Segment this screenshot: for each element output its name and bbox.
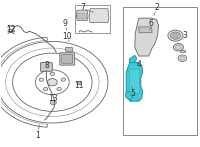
Text: 6: 6 — [148, 20, 153, 29]
FancyBboxPatch shape — [40, 63, 52, 71]
FancyBboxPatch shape — [60, 53, 75, 65]
Circle shape — [77, 81, 82, 85]
Polygon shape — [139, 27, 152, 33]
Circle shape — [171, 32, 180, 39]
Text: 5: 5 — [130, 89, 135, 98]
Polygon shape — [135, 18, 159, 56]
Circle shape — [173, 34, 178, 38]
Bar — [123, 6, 197, 135]
Text: 13: 13 — [49, 95, 58, 103]
Text: 3: 3 — [182, 31, 187, 40]
Polygon shape — [78, 13, 87, 19]
Circle shape — [61, 78, 65, 81]
Bar — [75, 5, 110, 34]
FancyBboxPatch shape — [66, 47, 72, 51]
Text: 1: 1 — [35, 131, 40, 140]
Circle shape — [180, 56, 185, 60]
Circle shape — [50, 72, 55, 75]
Polygon shape — [129, 69, 140, 94]
FancyBboxPatch shape — [62, 55, 73, 63]
Text: 9: 9 — [63, 19, 68, 28]
Text: 10: 10 — [62, 32, 72, 41]
Circle shape — [50, 100, 56, 105]
Polygon shape — [76, 10, 88, 20]
Polygon shape — [125, 92, 133, 100]
Circle shape — [39, 78, 44, 81]
Circle shape — [47, 79, 57, 86]
Text: 8: 8 — [45, 61, 50, 70]
Circle shape — [168, 30, 183, 41]
Polygon shape — [126, 63, 143, 101]
Bar — [180, 50, 185, 52]
Text: 2: 2 — [154, 3, 159, 12]
Circle shape — [175, 45, 182, 50]
Polygon shape — [129, 55, 137, 63]
Text: 11: 11 — [74, 81, 84, 90]
Text: 7: 7 — [81, 3, 86, 12]
Polygon shape — [89, 9, 109, 22]
Text: 12: 12 — [6, 25, 15, 34]
Circle shape — [43, 87, 48, 91]
Text: 4: 4 — [136, 60, 141, 69]
Circle shape — [57, 87, 61, 91]
